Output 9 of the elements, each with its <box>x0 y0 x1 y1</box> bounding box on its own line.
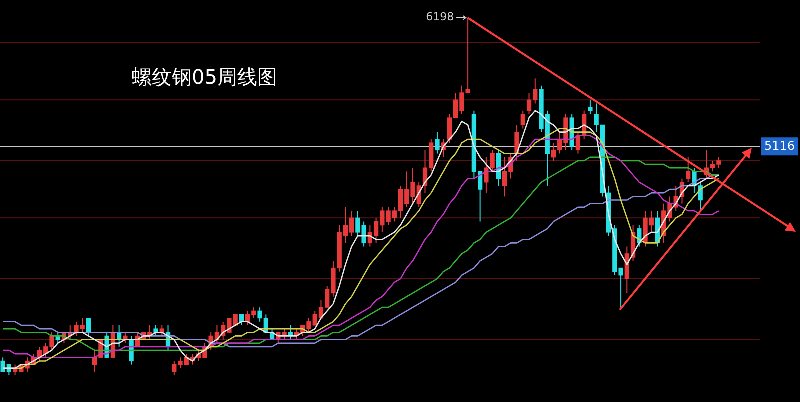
candlestick <box>435 132 440 154</box>
annotation: 6198 <box>426 10 454 24</box>
candlestick <box>520 110 526 130</box>
text: 螺纹钢05周线图 <box>132 64 278 91</box>
candlestick <box>86 318 92 337</box>
candlestick <box>588 100 593 115</box>
candlestick <box>514 124 520 162</box>
candlestick <box>686 156 691 183</box>
text: 5116 <box>764 138 796 153</box>
